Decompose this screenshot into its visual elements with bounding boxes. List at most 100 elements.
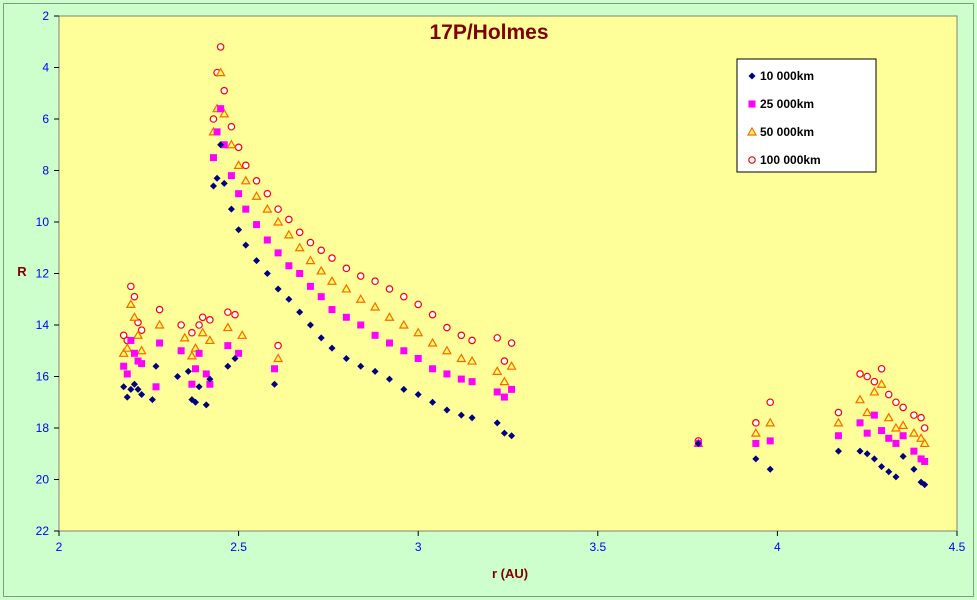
data-point <box>400 347 408 355</box>
legend-box <box>736 58 877 173</box>
data-point <box>833 417 844 427</box>
data-point <box>224 342 232 350</box>
data-point <box>217 105 225 113</box>
data-point <box>295 228 304 237</box>
data-point <box>493 419 501 427</box>
data-point <box>316 265 327 275</box>
data-point <box>694 439 702 447</box>
data-point <box>752 455 760 463</box>
data-point <box>870 377 879 386</box>
chart-area: 17P/Holmes R r (AU) 2 4 6 8 10 12 14 16 18 20 22 2… <box>3 3 974 597</box>
data-point <box>357 321 365 329</box>
data-point <box>878 427 886 435</box>
data-point <box>274 285 282 293</box>
data-point <box>899 432 907 440</box>
data-point <box>908 427 919 437</box>
data-point <box>429 398 437 406</box>
legend-label: 10 000km <box>760 69 814 83</box>
data-point <box>384 312 395 321</box>
data-point <box>263 189 272 198</box>
x-tick-label: 4 <box>774 540 781 554</box>
series-square <box>120 105 929 465</box>
data-point <box>235 226 243 234</box>
data-point <box>443 323 451 332</box>
data-point <box>878 463 886 471</box>
data-point <box>305 255 316 265</box>
y-axis: 2 4 6 8 10 12 14 16 18 20 22 <box>36 9 59 538</box>
data-point <box>234 143 243 152</box>
data-point <box>136 345 147 355</box>
y-tick-label: 14 <box>36 318 50 332</box>
data-point <box>856 447 864 455</box>
series-circle <box>119 43 929 445</box>
data-point <box>118 348 129 357</box>
data-point <box>174 373 182 380</box>
data-point <box>917 413 925 422</box>
data-point <box>468 414 476 422</box>
x-axis: 2 2.5 3 3.5 4 4.5 <box>56 531 966 554</box>
data-point <box>127 385 135 393</box>
data-point <box>227 172 235 180</box>
data-point <box>917 455 925 463</box>
y-tick-label: 10 <box>36 215 50 229</box>
data-point <box>920 424 929 432</box>
data-point <box>752 419 760 427</box>
data-point <box>342 354 350 362</box>
data-point <box>899 452 907 460</box>
x-tick-label: 3 <box>415 540 422 554</box>
data-point <box>883 412 894 422</box>
data-point <box>125 299 136 308</box>
data-point <box>220 86 229 95</box>
data-point <box>240 175 251 185</box>
data-point <box>493 388 501 396</box>
data-point <box>870 411 878 419</box>
data-point <box>385 339 393 347</box>
y-tick-label: 16 <box>36 370 50 384</box>
data-point <box>233 160 244 169</box>
data-point <box>457 411 465 419</box>
y-tick-label: 18 <box>36 421 50 435</box>
data-point <box>134 385 142 393</box>
data-point <box>226 139 237 149</box>
y-tick-label: 8 <box>42 164 49 178</box>
data-point <box>862 407 873 417</box>
data-point <box>217 141 225 149</box>
data-point <box>231 354 239 362</box>
data-point <box>190 342 201 352</box>
data-point <box>306 238 315 247</box>
data-point <box>152 383 160 391</box>
data-point <box>869 386 880 396</box>
data-point <box>385 285 394 293</box>
data-point <box>371 367 379 375</box>
y-tick-label: 6 <box>42 112 49 126</box>
data-point <box>328 344 336 352</box>
data-point <box>241 161 250 170</box>
data-point <box>328 306 336 314</box>
data-point <box>237 330 248 339</box>
data-point <box>750 427 761 437</box>
data-point <box>120 383 128 391</box>
data-point <box>414 354 422 362</box>
scatter-chart: 17P/Holmes R r (AU) 2 4 6 8 10 12 14 16 18 20 22 2… <box>17 9 966 581</box>
data-point <box>306 321 314 329</box>
data-point <box>317 293 325 301</box>
data-point <box>224 362 232 370</box>
data-point <box>457 375 465 383</box>
data-point <box>209 154 217 162</box>
y-tick-label: 12 <box>36 267 50 281</box>
data-point <box>129 312 140 321</box>
data-point <box>130 292 139 301</box>
data-point <box>371 277 379 286</box>
data-point <box>921 457 929 465</box>
data-point <box>766 398 775 407</box>
data-point <box>132 330 144 339</box>
data-point <box>468 378 476 386</box>
data-point <box>919 438 930 448</box>
data-point <box>215 67 226 77</box>
data-point <box>263 270 271 277</box>
data-point <box>371 331 379 339</box>
data-point <box>294 242 305 252</box>
data-point <box>765 417 776 427</box>
data-point <box>910 411 918 419</box>
x-tick-label: 3.5 <box>589 540 606 554</box>
